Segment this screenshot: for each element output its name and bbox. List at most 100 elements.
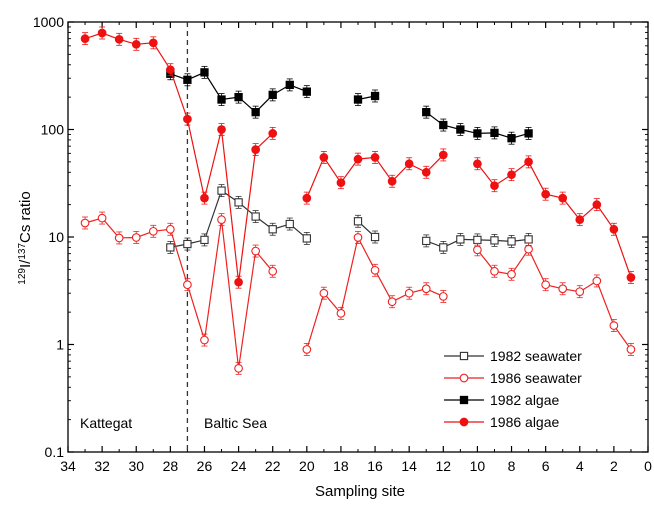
legend-label: 1986 seawater [490, 370, 582, 386]
data-point [353, 154, 363, 164]
data-point [370, 153, 380, 162]
data-point [217, 186, 226, 195]
data-point [131, 39, 141, 49]
x-tick-label: 10 [470, 458, 486, 474]
data-point [626, 273, 636, 282]
data-point [387, 176, 397, 186]
data-point [507, 134, 516, 143]
data-point [200, 335, 209, 345]
series-1982-seawater [166, 184, 533, 254]
x-tick-label: 30 [128, 458, 144, 474]
data-point [268, 129, 278, 138]
x-tick-label: 20 [299, 458, 315, 474]
data-point [609, 321, 619, 330]
data-point [166, 243, 175, 252]
data-point [268, 90, 277, 100]
x-tick-label: 28 [163, 458, 179, 474]
data-point [524, 235, 533, 244]
data-point [592, 276, 602, 286]
data-point [370, 265, 380, 275]
y-tick-label: 10 [48, 229, 64, 245]
legend-item: 1982 seawater [444, 348, 582, 364]
x-tick-label: 2 [610, 458, 618, 474]
data-point [114, 233, 124, 243]
data-point [319, 288, 329, 298]
data-point [302, 193, 312, 203]
data-point [336, 178, 346, 188]
data-point [148, 226, 158, 236]
data-point [80, 34, 90, 44]
data-point [251, 108, 260, 117]
x-tick-label: 0 [644, 458, 652, 474]
data-point [251, 212, 260, 221]
data-point [490, 236, 499, 245]
data-point [558, 193, 568, 203]
legend-swatch-marker [459, 351, 469, 361]
data-point [217, 215, 226, 225]
data-point [166, 65, 175, 75]
data-point [336, 308, 346, 318]
y-tick-label: 100 [41, 122, 65, 138]
data-point [507, 269, 516, 279]
data-point [439, 243, 448, 252]
x-tick-label: 16 [367, 458, 383, 474]
data-point [234, 363, 243, 373]
data-point [251, 145, 260, 154]
x-tick-label: 34 [60, 458, 76, 474]
data-point [438, 292, 448, 301]
x-tick-label: 6 [542, 458, 550, 474]
data-point [456, 125, 465, 134]
x-tick-label: 24 [231, 458, 247, 474]
data-point [200, 235, 209, 245]
data-point [183, 75, 192, 84]
data-point [183, 280, 192, 290]
data-point [592, 200, 602, 209]
data-point [183, 239, 192, 249]
x-tick-label: 22 [265, 458, 281, 474]
data-point [285, 80, 294, 90]
legend-swatch-marker [459, 417, 469, 427]
data-point [302, 87, 311, 96]
data-point [404, 288, 414, 298]
y-tick-label: 1 [56, 337, 64, 353]
data-point [370, 232, 380, 242]
data-point [131, 233, 141, 242]
data-point [473, 245, 482, 255]
data-point [217, 125, 226, 134]
x-tick-label: 4 [576, 458, 584, 474]
data-point [558, 284, 568, 294]
data-point [200, 68, 209, 77]
series-1986-seawater [80, 211, 636, 375]
data-point [148, 38, 158, 48]
data-point [80, 218, 90, 228]
data-point [507, 170, 516, 180]
y-tick-label: 0.1 [45, 444, 65, 460]
region-label-baltic-sea: Baltic Sea [204, 415, 267, 431]
data-point [490, 181, 499, 191]
data-point [302, 234, 311, 243]
y-axis-title-sup2: 137 [17, 243, 28, 260]
series-layer [80, 26, 636, 375]
data-point [387, 297, 397, 307]
data-point [285, 219, 294, 229]
series-line [84, 32, 274, 283]
data-point [353, 217, 363, 226]
data-point [200, 193, 209, 203]
data-point [473, 159, 482, 169]
data-point [422, 236, 431, 246]
data-point [302, 345, 312, 354]
data-point [609, 224, 619, 234]
data-point [575, 215, 585, 225]
x-tick-label: 8 [508, 458, 516, 474]
data-point [626, 345, 636, 354]
data-point [524, 129, 533, 138]
data-point [524, 157, 533, 167]
x-tick-label: 26 [197, 458, 213, 474]
data-point [234, 198, 243, 207]
x-axis-title: Sampling site [315, 483, 405, 500]
data-point [404, 159, 414, 169]
axis-ticks: 34 32 30 28 26 24 22 20 18 16 14 12 10 8 6 4 2 00.1110100… [33, 14, 652, 474]
legend-item: 1986 seawater [444, 370, 582, 386]
data-point [97, 28, 107, 38]
